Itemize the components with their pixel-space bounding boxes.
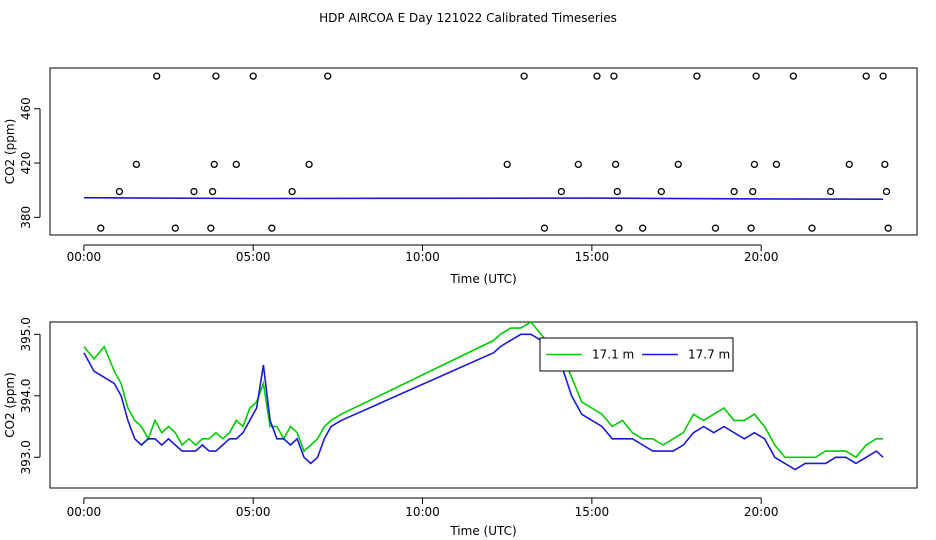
data-point (288, 187, 296, 196)
data-point (208, 187, 217, 196)
data-point (789, 72, 798, 80)
data-point (232, 160, 240, 169)
x-tick-label: 15:00 (575, 250, 610, 264)
x-tick-label: 00:00 (67, 505, 102, 519)
series-line-0 (83, 320, 884, 459)
y-axis-label: CO2 (ppm) (3, 119, 17, 185)
y-tick-label: 393.0 (19, 440, 33, 474)
data-point (190, 187, 198, 196)
data-point (615, 224, 623, 232)
data-point (212, 72, 220, 80)
data-point (881, 160, 889, 169)
x-tick-label: 10:00 (405, 505, 440, 519)
data-point (324, 72, 332, 80)
data-point (711, 224, 720, 232)
data-point (749, 187, 757, 196)
data-point (862, 72, 870, 80)
data-point (520, 72, 528, 80)
data-point (153, 72, 161, 80)
x-tick-label: 15:00 (575, 505, 610, 519)
bottom-panel: 00:00 05:00 10:00 15:00 20:00 Time (UTC) 393.0… (3, 317, 918, 538)
plot-frame (49, 67, 918, 236)
data-point (730, 187, 738, 196)
x-axis-label: Time (UTC) (449, 524, 516, 538)
y-tick-label: 460 (19, 97, 33, 120)
chart-title: HDP AIRCOA E Day 121022 Calibrated Times… (319, 11, 617, 25)
data-point (305, 160, 313, 169)
data-point (879, 72, 887, 80)
data-point (132, 160, 141, 169)
data-point (674, 160, 682, 169)
data-point (657, 187, 665, 196)
x-tick-label: 20:00 (744, 250, 779, 264)
data-point (207, 224, 215, 232)
data-point (171, 224, 179, 232)
data-point (826, 187, 835, 196)
data-point (808, 224, 816, 232)
data-point (210, 160, 218, 169)
data-point (752, 72, 760, 80)
data-point (249, 72, 257, 80)
data-point (611, 160, 620, 169)
x-tick-label: 10:00 (405, 250, 440, 264)
data-point (772, 160, 781, 169)
x-axis-label: Time (UTC) (449, 272, 516, 286)
x-tick-label: 05:00 (236, 250, 271, 264)
x-tick-label: 00:00 (67, 250, 102, 264)
data-point (882, 187, 891, 196)
x-tick-label: 20:00 (744, 505, 779, 519)
data-point (747, 224, 755, 232)
top-panel: 00:00 05:00 10:00 15:00 20:00 Time (UTC) 380 42… (3, 67, 918, 286)
y-tick-label: 395.0 (19, 317, 33, 351)
data-point (884, 224, 892, 232)
data-point (693, 72, 701, 80)
data-point (593, 72, 601, 80)
legend-label: 17.7 m (688, 348, 730, 362)
data-point (845, 160, 853, 169)
x-tick-label: 05:00 (236, 505, 271, 519)
data-point (557, 187, 566, 196)
data-point (613, 187, 621, 196)
y-tick-label: 380 (19, 206, 33, 229)
data-point (639, 224, 647, 232)
plot-frame (49, 321, 918, 489)
y-axis-label: CO2 (ppm) (3, 372, 17, 438)
data-point (574, 160, 582, 169)
data-point (610, 72, 618, 80)
y-tick-label: 420 (19, 152, 33, 175)
series-line-1 (83, 333, 884, 471)
data-point (268, 224, 276, 232)
data-point (115, 187, 124, 196)
data-point (503, 160, 511, 169)
legend-label: 17.1 m (592, 348, 634, 362)
series-line-0 (83, 196, 884, 200)
y-tick-label: 394.0 (19, 379, 33, 413)
data-point (750, 160, 759, 169)
data-point (97, 224, 105, 232)
data-point (540, 224, 549, 232)
